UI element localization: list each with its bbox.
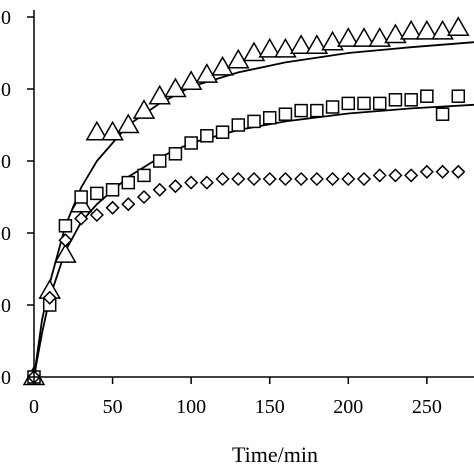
data-point-triangle xyxy=(384,23,407,44)
data-point-diamond xyxy=(325,171,340,187)
data-point-square xyxy=(58,219,73,233)
data-point-square xyxy=(404,93,418,107)
data-point-triangle xyxy=(399,19,423,40)
data-point-square xyxy=(90,186,104,201)
y-tick-label: 0 xyxy=(1,7,11,29)
data-point-square xyxy=(357,96,371,111)
data-point-triangle xyxy=(321,30,344,51)
data-point-diamond xyxy=(74,211,89,226)
x-tick-label: 150 xyxy=(255,396,285,418)
data-point-diamond xyxy=(435,164,450,179)
data-point-square xyxy=(152,154,167,168)
axis-labels: Time/min xyxy=(232,442,318,467)
data-point-diamond xyxy=(341,171,356,187)
data-point-diamond xyxy=(278,171,293,187)
x-tick-label: 50 xyxy=(103,396,123,418)
data-point-triangle xyxy=(352,27,376,47)
data-point-diamond xyxy=(372,168,387,183)
data-point-diamond xyxy=(136,189,152,205)
x-axis-title: Time/min xyxy=(232,442,318,467)
x-tick-label: 100 xyxy=(176,396,206,418)
data-point-triangle xyxy=(274,37,297,58)
data-point-triangle xyxy=(211,55,234,76)
data-point-square xyxy=(262,111,277,125)
fit-curve-triangle xyxy=(33,41,474,378)
data-point-square xyxy=(215,125,230,139)
data-point-diamond xyxy=(184,175,199,190)
data-point-diamond xyxy=(42,290,57,305)
data-point-triangle xyxy=(226,48,250,69)
fit-curve-square xyxy=(33,103,474,378)
data-point-diamond xyxy=(419,164,434,179)
data-point-square xyxy=(137,168,151,183)
data-point-square xyxy=(294,103,308,118)
data-point-triangle xyxy=(179,70,203,91)
data-point-square xyxy=(247,114,261,129)
data-point-square xyxy=(435,107,450,121)
data-point-square xyxy=(168,147,183,161)
data-point-diamond xyxy=(58,233,73,248)
y-tick-label: 0 xyxy=(1,295,11,317)
data-point-triangle xyxy=(258,37,282,58)
data-point-square xyxy=(341,96,356,111)
data-point-triangle xyxy=(242,41,266,62)
data-point-diamond xyxy=(215,171,230,187)
y-tick-label: 0 xyxy=(1,367,11,389)
data-point-diamond xyxy=(89,207,104,223)
data-point-diamond xyxy=(294,171,309,187)
data-point-triangle xyxy=(446,16,470,37)
y-tick-label: 0 xyxy=(1,151,11,173)
data-point-diamond xyxy=(121,197,136,212)
data-point-diamond xyxy=(262,171,277,187)
data-point-triangle xyxy=(85,120,109,141)
data-point-triangle xyxy=(195,63,219,83)
data-point-square xyxy=(184,136,198,150)
data-point-diamond xyxy=(231,171,246,187)
data-point-square xyxy=(325,100,340,114)
data-point-triangle xyxy=(116,113,140,134)
data-point-diamond xyxy=(356,171,372,187)
data-point-triangle xyxy=(415,19,439,40)
data-point-diamond xyxy=(309,171,324,187)
data-point-triangle xyxy=(305,34,329,55)
data-point-triangle xyxy=(54,243,77,263)
x-tick-label: 200 xyxy=(333,396,363,418)
data-point-triangle xyxy=(289,34,313,55)
x-tick-label: 250 xyxy=(412,396,442,418)
data-point-diamond xyxy=(199,175,214,190)
data-point-diamond xyxy=(451,164,466,179)
data-point-square xyxy=(278,107,293,121)
y-tick-label: 0 xyxy=(1,79,11,101)
data-point-triangle xyxy=(164,77,187,98)
data-point-square xyxy=(310,103,324,118)
data-point-square xyxy=(121,175,136,190)
data-point-square xyxy=(231,118,246,132)
data-point-diamond xyxy=(404,168,419,183)
data-point-triangle xyxy=(431,19,454,40)
data-point-diamond xyxy=(152,182,167,197)
data-point-triangle xyxy=(148,84,172,105)
data-point-diamond xyxy=(388,168,403,183)
data-point-square xyxy=(420,89,434,103)
data-point-triangle xyxy=(368,27,392,47)
data-point-square xyxy=(388,93,403,107)
data-point-triangle xyxy=(101,120,124,141)
data-point-square xyxy=(451,89,466,103)
data-point-diamond xyxy=(105,200,120,215)
data-point-square xyxy=(372,96,387,111)
data-point-diamond xyxy=(246,171,262,187)
data-point-diamond xyxy=(168,179,183,194)
y-tick-label: 0 xyxy=(1,223,11,245)
data-point-square xyxy=(105,183,120,197)
data-point-square xyxy=(200,129,214,143)
data-point-square xyxy=(74,190,88,204)
x-tick-label: 0 xyxy=(29,396,39,418)
data-point-triangle xyxy=(336,27,360,47)
plot-area xyxy=(22,16,474,386)
data-point-triangle xyxy=(132,99,156,119)
